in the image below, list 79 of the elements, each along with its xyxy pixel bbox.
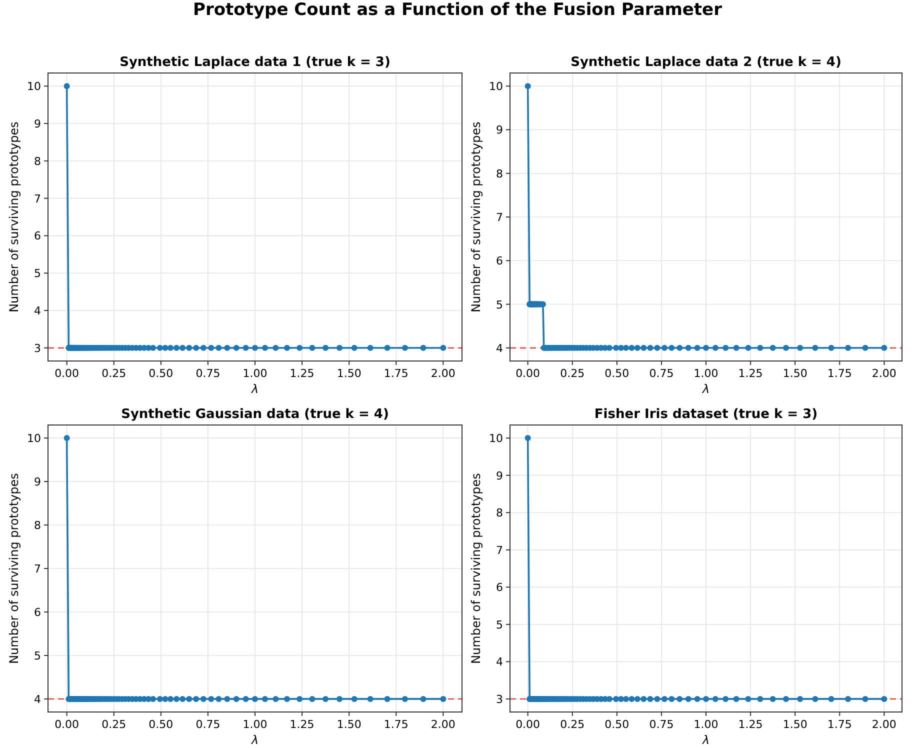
y-tick-label: 4: [496, 656, 503, 669]
x-tick-label: 1.75: [827, 367, 852, 380]
chart-title: Fisher Iris dataset (true k = 3): [594, 407, 818, 422]
x-tick-label: 2.00: [872, 718, 896, 731]
x-tick-label: 1.00: [694, 718, 718, 731]
y-tick-label: 6: [496, 254, 503, 268]
y-axis-title: Number of surviving prototypes: [7, 473, 21, 664]
x-tick-label: 0.00: [54, 367, 80, 380]
x-tick-label: 0.75: [649, 367, 674, 380]
x-tick-label: 0.50: [604, 367, 630, 380]
y-tick-label: 9: [496, 469, 503, 482]
x-tick-label: 0.00: [54, 718, 80, 731]
y-tick-label: 8: [496, 506, 503, 520]
y-tick-label: 5: [34, 267, 41, 280]
y-tick-label: 3: [34, 342, 41, 355]
y-tick-label: 9: [496, 124, 503, 137]
x-axis-title: λ: [701, 733, 710, 747]
x-tick-label: 0.75: [196, 718, 220, 731]
x-tick-label: 1.00: [242, 367, 268, 380]
y-tick-label: 9: [34, 117, 41, 130]
y-tick-label: 5: [496, 298, 503, 312]
y-tick-label: 7: [34, 562, 41, 576]
y-tick-label: 4: [496, 342, 503, 355]
x-tick-label: 2.00: [872, 367, 896, 380]
y-tick-label: 7: [496, 544, 503, 557]
x-tick-label: 0.50: [604, 718, 630, 731]
x-tick-label: 0.25: [102, 718, 126, 731]
y-tick-label: 6: [34, 230, 41, 243]
chart-title: Synthetic Laplace data 2 (true k = 4): [570, 55, 842, 70]
x-tick-label: 1.25: [290, 718, 314, 731]
x-tick-label: 1.00: [242, 718, 268, 731]
x-tick-label: 2.00: [430, 718, 456, 731]
x-axis-title: λ: [250, 733, 259, 747]
x-tick-label: 0.25: [560, 718, 585, 731]
x-tick-label: 1.75: [384, 718, 408, 731]
x-tick-label: 1.50: [782, 718, 808, 731]
x-axis-title: λ: [250, 382, 259, 396]
y-tick-label: 8: [496, 167, 503, 180]
x-tick-label: 1.50: [782, 367, 808, 380]
y-tick-label: 7: [34, 192, 41, 206]
x-tick-label: 2.00: [430, 367, 456, 380]
x-tick-label: 0.00: [516, 718, 540, 731]
chart-title: Synthetic Gaussian data (true k = 4): [121, 407, 389, 422]
y-tick-label: 7: [496, 211, 503, 224]
x-tick-label: 0.50: [148, 718, 174, 731]
y-tick-label: 9: [34, 476, 41, 489]
x-tick-label: 0.75: [196, 367, 220, 380]
y-tick-label: 10: [489, 432, 503, 446]
y-tick-label: 8: [34, 519, 41, 532]
x-tick-label: 1.50: [336, 718, 362, 731]
x-tick-label: 0.75: [649, 718, 674, 731]
x-tick-label: 1.25: [738, 367, 763, 380]
y-tick-label: 5: [496, 618, 503, 632]
chart-title: Synthetic Laplace data 1 (true k = 3): [120, 55, 390, 70]
text: Prototype Count as a Function of the Fusion Parameter: [193, 0, 723, 20]
y-tick-label: 4: [34, 304, 41, 318]
x-tick-label: 1.25: [290, 367, 314, 380]
y-axis-title: Number of surviving prototypes: [7, 122, 21, 312]
x-tick-label: 1.75: [827, 718, 852, 731]
x-tick-label: 1.25: [738, 718, 763, 731]
y-tick-label: 6: [34, 606, 41, 619]
y-tick-label: 5: [34, 649, 41, 662]
y-tick-label: 10: [489, 80, 503, 94]
x-tick-label: 0.00: [516, 367, 540, 380]
y-tick-label: 6: [496, 581, 503, 594]
y-tick-label: 10: [27, 80, 41, 94]
x-tick-label: 0.25: [560, 367, 585, 380]
x-axis-title: λ: [701, 382, 710, 396]
x-tick-label: 1.50: [336, 367, 362, 380]
x-tick-label: 0.50: [148, 367, 174, 380]
y-axis-title: Number of surviving prototypes: [469, 473, 483, 664]
x-tick-label: 1.75: [384, 367, 408, 380]
x-tick-label: 0.25: [102, 367, 126, 380]
y-tick-label: 8: [34, 154, 41, 168]
y-tick-label: 10: [27, 432, 41, 446]
y-tick-label: 3: [496, 692, 503, 706]
y-axis-title: Number of surviving prototypes: [469, 122, 483, 312]
y-tick-label: 4: [34, 692, 41, 706]
x-tick-label: 1.00: [694, 367, 718, 380]
